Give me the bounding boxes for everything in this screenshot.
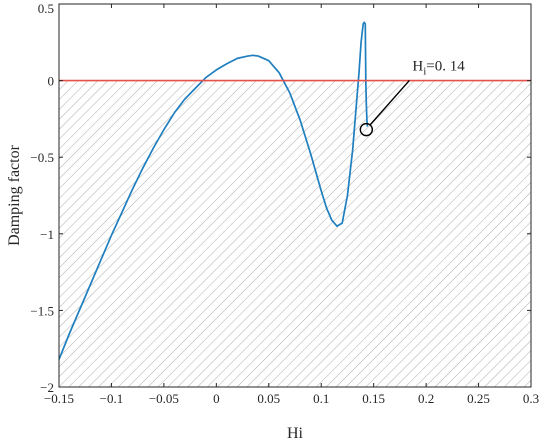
series-layer: [59, 21, 369, 360]
x-axis-label: Hi: [287, 425, 304, 442]
annotation-label-value: =0. 14: [426, 58, 465, 74]
annotation-marker: [359, 122, 374, 137]
x-tick-label: 0.1: [313, 391, 329, 406]
y-axis-ticks: −2 −1.5 −1 −0.5 0 0.5: [30, 1, 531, 395]
x-tick-label: −0.05: [149, 391, 179, 406]
y-tick-label: −1.5: [30, 303, 54, 318]
y-tick-label: −0.5: [30, 150, 54, 165]
y-axis-label: Damping factor: [6, 144, 23, 246]
x-tick-label: 0.25: [467, 391, 490, 406]
x-tick-label: 0: [213, 391, 220, 406]
x-tick-label: −0.1: [100, 391, 124, 406]
annotation-label: Hi=0. 14: [412, 58, 465, 77]
annotation: Hi=0. 14: [359, 58, 465, 137]
annotation-label-main: H: [412, 58, 423, 74]
y-tick-label: 0.5: [38, 1, 54, 16]
x-tick-label: 0.05: [257, 391, 280, 406]
x-tick-label: −0.15: [44, 391, 74, 406]
x-tick-label: 0.3: [523, 391, 539, 406]
annotation-label-sub: i: [423, 65, 426, 77]
shaded-region: [59, 80, 531, 387]
y-tick-label: −2: [40, 380, 54, 395]
y-tick-label: 0: [48, 74, 55, 89]
plot-frame: [58, 3, 532, 388]
x-tick-label: 0.2: [418, 391, 434, 406]
annotation-leader-line: [369, 80, 410, 126]
x-tick-label: 0.15: [362, 391, 385, 406]
y-tick-label: −1: [40, 227, 54, 242]
x-axis-ticks: −0.15 −0.1 −0.05 0 0.05 0.1 0.15 0.2 0.25 0.3: [44, 4, 539, 406]
series-line-1: [59, 21, 369, 360]
